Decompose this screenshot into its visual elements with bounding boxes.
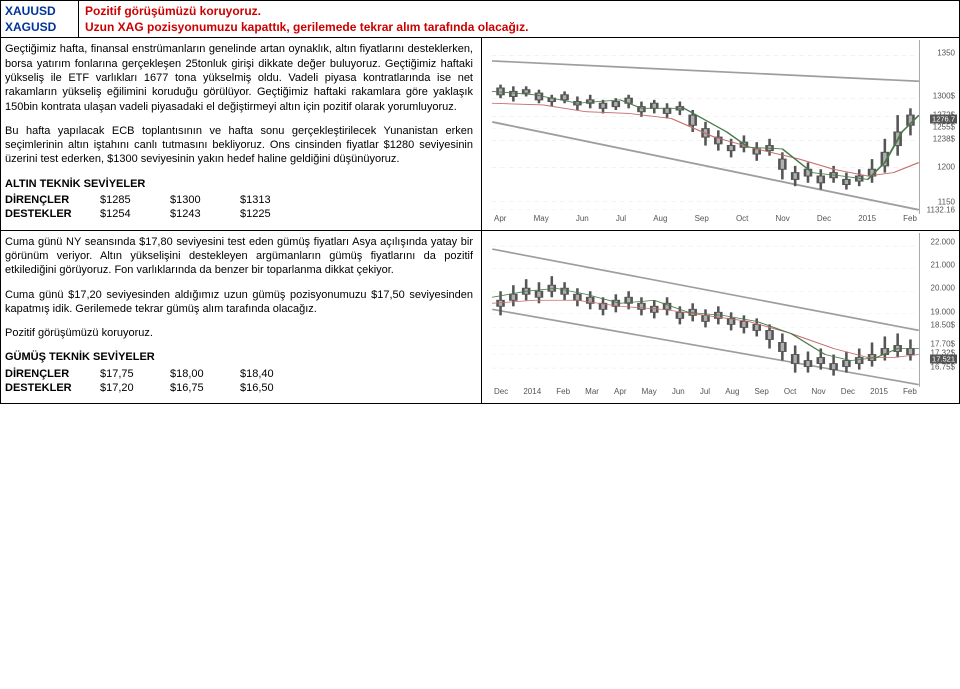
x-axis-label: Nov <box>776 214 790 228</box>
y-axis-label: 16.75$ <box>931 363 955 372</box>
x-axis-label: Dec <box>817 214 831 228</box>
x-axis-label: Feb <box>556 387 570 401</box>
silver-res-label: DİRENÇLER <box>5 367 100 381</box>
silver-sup-2: $16,75 <box>170 381 240 395</box>
table-row: DESTEKLER $1254 $1243 $1225 <box>5 207 473 221</box>
x-axis-label: Jul <box>616 214 626 228</box>
x-axis-label: Jun <box>576 214 589 228</box>
silver-text: Cuma günü NY seansında $17,80 seviyesini… <box>1 231 481 404</box>
table-row: DİRENÇLER $17,75 $18,00 $18,40 <box>5 367 473 381</box>
x-axis-label: Apr <box>614 387 626 401</box>
silver-para-1: Cuma günü NY seansında $17,80 seviyesini… <box>5 235 473 278</box>
gold-sup-3: $1225 <box>240 207 310 221</box>
x-axis-label: Nov <box>811 387 825 401</box>
report-page: XAUUSD XAGUSD Pozitif görüşümüzü koruyor… <box>0 0 960 404</box>
y-axis-label: 1300$ <box>933 91 955 100</box>
x-axis-label: Feb <box>903 214 917 228</box>
ticker-xauusd: XAUUSD <box>5 3 74 19</box>
x-axis-label: Dec <box>841 387 855 401</box>
gold-sup-1: $1254 <box>100 207 170 221</box>
x-axis-label: Jul <box>700 387 710 401</box>
x-axis-label: Jun <box>672 387 685 401</box>
y-axis-label: 21.000 <box>931 261 955 270</box>
x-axis-label: Dec <box>494 387 508 401</box>
gold-tech: ALTIN TEKNİK SEVİYELER DİRENÇLER $1285 $… <box>5 177 473 222</box>
header-notes: Pozitif görüşümüzü koruyoruz. Uzun XAG p… <box>79 1 959 37</box>
silver-section: Cuma günü NY seansında $17,80 seviyesini… <box>1 231 959 404</box>
header: XAUUSD XAGUSD Pozitif görüşümüzü koruyor… <box>1 1 959 38</box>
gold-para-1: Geçtiğimiz hafta, finansal enstrümanları… <box>5 42 473 113</box>
silver-para-3: Pozitif görüşümüzü koruyoruz. <box>5 326 473 340</box>
gold-chart: 13501300$1272$1255$1238$120011501132.161… <box>481 38 959 229</box>
table-row: DESTEKLER $17,20 $16,75 $16,50 <box>5 381 473 395</box>
y-axis-label: 1350 <box>937 48 955 57</box>
ticker-xagusd: XAGUSD <box>5 19 74 35</box>
y-axis-label: 19.000 <box>931 307 955 316</box>
x-axis-label: May <box>534 214 549 228</box>
x-axis-label: Apr <box>494 214 506 228</box>
y-axis-label: 1132.16 <box>927 206 955 215</box>
gold-para-2: Bu hafta yapılacak ECB toplantısının ve … <box>5 124 473 167</box>
silver-tech: GÜMÜŞ TEKNİK SEVİYELER DİRENÇLER $17,75 … <box>5 350 473 395</box>
x-axis-label: 2014 <box>523 387 541 401</box>
x-axis-label: Oct <box>784 387 796 401</box>
silver-res-3: $18,40 <box>240 367 310 381</box>
silver-res-1: $17,75 <box>100 367 170 381</box>
y-axis-label: 20.000 <box>931 284 955 293</box>
y-axis-label: 22.000 <box>931 237 955 246</box>
gold-res-label: DİRENÇLER <box>5 193 100 207</box>
x-axis-label: Aug <box>653 214 667 228</box>
x-axis-label: May <box>642 387 657 401</box>
gold-tech-title: ALTIN TEKNİK SEVİYELER <box>5 177 473 191</box>
price-badge: 1276.7 <box>930 115 957 124</box>
y-axis-label: 18.50$ <box>931 321 955 330</box>
header-note-2: Uzun XAG pozisyonumuzu kapattık, gerilem… <box>85 19 953 35</box>
gold-text: Geçtiğimiz hafta, finansal enstrümanları… <box>1 38 481 229</box>
x-axis-label: Sep <box>695 214 709 228</box>
gold-section: Geçtiğimiz hafta, finansal enstrümanları… <box>1 38 959 230</box>
x-axis-label: 2015 <box>870 387 888 401</box>
price-badge: 17.521 <box>930 355 957 364</box>
silver-sup-3: $16,50 <box>240 381 310 395</box>
x-axis-label: Oct <box>736 214 748 228</box>
gold-sup-label: DESTEKLER <box>5 207 100 221</box>
x-axis-label: 2015 <box>858 214 876 228</box>
y-axis-label: 1150 <box>938 197 955 206</box>
header-note-1: Pozitif görüşümüzü koruyoruz. <box>85 3 953 19</box>
silver-sup-1: $17,20 <box>100 381 170 395</box>
silver-para-2: Cuma günü $17,20 seviyesinden aldığımız … <box>5 288 473 317</box>
x-axis-label: Sep <box>755 387 769 401</box>
header-tickers: XAUUSD XAGUSD <box>1 1 79 37</box>
y-axis-label: 1238$ <box>933 135 955 144</box>
y-axis-label: 1255$ <box>933 123 955 132</box>
x-axis-label: Mar <box>585 387 599 401</box>
gold-res-3: $1313 <box>240 193 310 207</box>
silver-res-2: $18,00 <box>170 367 240 381</box>
gold-sup-2: $1243 <box>170 207 240 221</box>
gold-res-2: $1300 <box>170 193 240 207</box>
x-axis-label: Feb <box>903 387 917 401</box>
y-axis-label: 1200 <box>937 162 955 171</box>
table-row: DİRENÇLER $1285 $1300 $1313 <box>5 193 473 207</box>
x-axis-label: Aug <box>725 387 739 401</box>
silver-tech-title: GÜMÜŞ TEKNİK SEVİYELER <box>5 350 473 364</box>
y-axis-label: 17.70$ <box>931 340 955 349</box>
silver-chart: 22.00021.00020.00019.00018.50$17.70$17.3… <box>481 231 959 404</box>
silver-sup-label: DESTEKLER <box>5 381 100 395</box>
gold-res-1: $1285 <box>100 193 170 207</box>
